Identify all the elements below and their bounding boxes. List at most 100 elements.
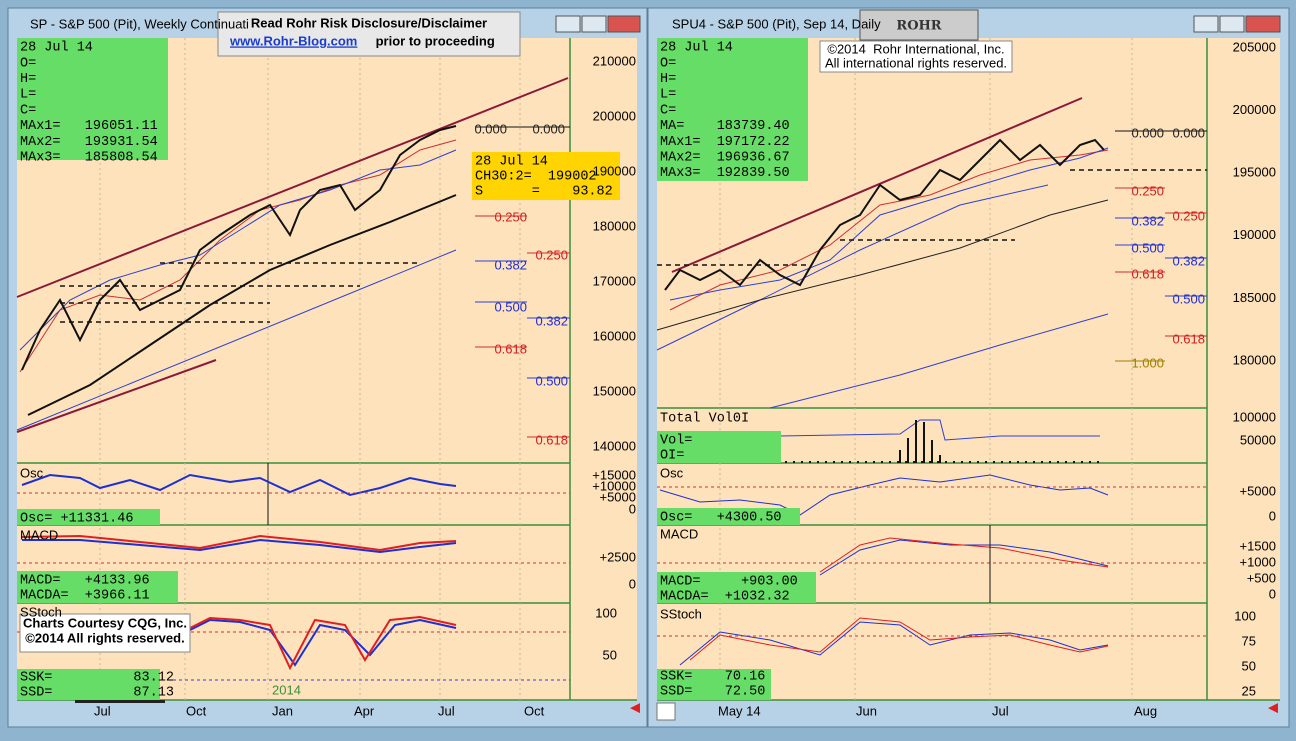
fib-label: 0.250 bbox=[1131, 183, 1164, 198]
panel-value: SSD= 72.50 bbox=[660, 685, 765, 700]
price-axis-label: 190000 bbox=[593, 163, 636, 178]
info-line: 28 Jul 14 bbox=[660, 41, 733, 56]
info-line: H= bbox=[20, 72, 36, 87]
disclaimer-text: prior to proceeding bbox=[372, 33, 495, 48]
info-line: C= bbox=[660, 103, 676, 118]
x-axis-label: Aug bbox=[1134, 703, 1157, 718]
panel-axis-label: +500 bbox=[1247, 570, 1276, 585]
panel-axis-label: +1000 bbox=[1239, 554, 1276, 569]
fib-label: 0.500 bbox=[535, 373, 568, 388]
scroll-arrow[interactable]: ◀ bbox=[1268, 699, 1278, 714]
x-axis-label: May 14 bbox=[718, 703, 761, 718]
fib-label: 0.382 bbox=[1172, 253, 1205, 268]
disclaimer-link[interactable]: www.Rohr-Blog.com bbox=[229, 33, 357, 48]
price-axis-label: 160000 bbox=[593, 328, 636, 343]
panel-value: Vol= bbox=[660, 434, 692, 449]
panel-axis-label: 0 bbox=[1269, 586, 1276, 601]
left-price-lines bbox=[16, 77, 570, 681]
x-axis-label: Apr bbox=[354, 703, 375, 718]
fib-label: 0.618 bbox=[494, 341, 527, 356]
price-axis-label: 180000 bbox=[593, 218, 636, 233]
fib-label: 0.000 bbox=[532, 121, 565, 136]
panel-axis-label: 25 bbox=[1242, 683, 1256, 698]
fib-label: 0.618 bbox=[1131, 266, 1164, 281]
right-window-buttons[interactable] bbox=[1193, 15, 1281, 33]
info-line: MAx3= 185808.54 bbox=[20, 150, 158, 165]
info-line: MAx1= 196051.11 bbox=[20, 119, 158, 134]
left-info-box bbox=[17, 38, 168, 160]
x-axis-label: Jun bbox=[856, 703, 877, 718]
left-timebar bbox=[75, 700, 165, 703]
right-sstoch-box bbox=[657, 669, 771, 700]
fib-label: 0.500 bbox=[494, 299, 527, 314]
panel-axis-label: 0 bbox=[629, 501, 636, 516]
panel-label: SStoch bbox=[660, 606, 702, 621]
x-axis-label: Jul bbox=[438, 703, 455, 718]
window-title: SP - S&P 500 (Pit), Weekly Continuati bbox=[30, 16, 249, 31]
x-axis-label: Oct bbox=[186, 703, 207, 718]
fib-label: 1.000 bbox=[1131, 355, 1164, 370]
panel-axis-label: 75 bbox=[1242, 633, 1256, 648]
panel-value: SSK= 70.16 bbox=[660, 670, 765, 685]
panel-axis-label: 100 bbox=[595, 605, 617, 620]
panel-axis-label: +10000 bbox=[592, 478, 636, 493]
info-line: C= bbox=[20, 103, 36, 118]
right-corner-box[interactable] bbox=[656, 702, 676, 721]
info-line: MAx2= 196936.67 bbox=[660, 150, 790, 165]
fib-label: 0.250 bbox=[1172, 208, 1205, 223]
cursor-line: 28 Jul 14 bbox=[475, 155, 548, 170]
fib-label: 0.382 bbox=[494, 257, 527, 272]
panel-axis-label: +2500 bbox=[599, 549, 636, 564]
panel-value: Osc= +4300.50 bbox=[660, 511, 782, 526]
price-axis-label: 180000 bbox=[1233, 352, 1276, 367]
fib-label: 0.382 bbox=[1131, 213, 1164, 228]
info-line: L= bbox=[660, 88, 676, 103]
disclaimer-box bbox=[217, 11, 521, 57]
disclaimer-title: Read Rohr Risk Disclosure/Disclaimer bbox=[251, 15, 487, 30]
right-macd-box bbox=[657, 572, 816, 603]
scroll-arrow[interactable]: ◀ bbox=[630, 699, 640, 714]
cursor-line: S = 93.82 bbox=[475, 185, 613, 200]
info-line: 28 Jul 14 bbox=[20, 41, 93, 56]
panel-label: Total Vol0I bbox=[660, 412, 749, 427]
panel-value: Osc= +11331.46 bbox=[20, 512, 133, 527]
info-line: MA= 183739.40 bbox=[660, 119, 790, 134]
panel-label: Osc bbox=[660, 465, 684, 480]
panel-label: Osc bbox=[20, 465, 44, 480]
price-axis-label: 205000 bbox=[1233, 39, 1276, 54]
left-sstoch-box bbox=[17, 669, 160, 700]
price-axis-label: 210000 bbox=[593, 53, 636, 68]
info-line: O= bbox=[660, 56, 676, 71]
panel-axis-label: +5000 bbox=[1239, 483, 1276, 498]
price-axis-label: 200000 bbox=[1233, 102, 1276, 117]
courtesy-line: Charts Courtesy CQG, Inc. bbox=[23, 615, 187, 630]
panel-axis-label: 0 bbox=[1269, 508, 1276, 523]
panel-label: MACD bbox=[660, 526, 698, 541]
panel-axis-label: 50 bbox=[1242, 658, 1256, 673]
price-axis-label: 190000 bbox=[1233, 227, 1276, 242]
copyright-box bbox=[819, 40, 1013, 73]
panel-value: OI= bbox=[660, 449, 684, 464]
info-line: MAx3= 192839.50 bbox=[660, 166, 790, 181]
panel-axis-label: +15000 bbox=[592, 467, 636, 482]
panel-value: MACDA= +1032.32 bbox=[660, 590, 790, 605]
fib-label: 0.000 bbox=[1172, 125, 1205, 140]
fib-label: 0.000 bbox=[1131, 125, 1164, 140]
panel-axis-label: 50000 bbox=[1240, 432, 1276, 447]
panel-axis-label: 0 bbox=[629, 576, 636, 591]
right-vol-box bbox=[657, 431, 781, 463]
price-axis-label: 140000 bbox=[593, 438, 636, 453]
copyright-line: ©2014 Rohr International, Inc. bbox=[827, 41, 1004, 56]
fib-label: 0.500 bbox=[1131, 240, 1164, 255]
panel-label: SStoch bbox=[20, 604, 62, 619]
left-window-buttons[interactable] bbox=[555, 15, 641, 33]
logo-box bbox=[859, 9, 979, 41]
cursor-box bbox=[472, 152, 620, 200]
info-line: H= bbox=[660, 72, 676, 87]
fib-label: 0.618 bbox=[1172, 331, 1205, 346]
fib-label: 0.250 bbox=[535, 247, 568, 262]
cursor-line: CH30:2= 199002 bbox=[475, 170, 597, 185]
panel-axis-label: 100 bbox=[1234, 608, 1256, 623]
fib-label: 0.382 bbox=[535, 313, 568, 328]
